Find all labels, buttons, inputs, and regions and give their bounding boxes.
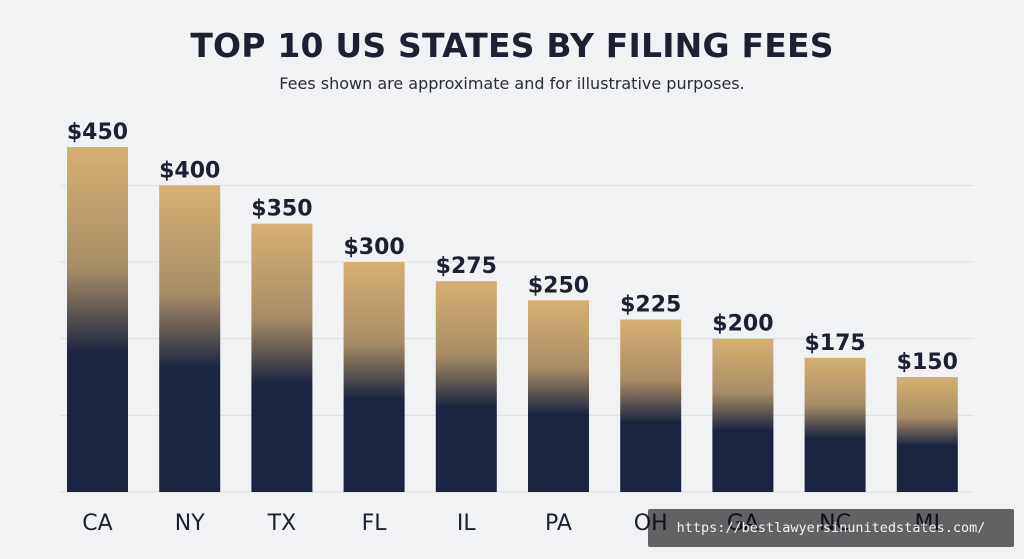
chart-subtitle: Fees shown are approximate and for illus… (279, 74, 745, 93)
bar-tx (251, 223, 313, 492)
watermark-url: https://bestlawyersinunitedstates.com/ (648, 509, 1014, 547)
bar-ca (67, 147, 128, 492)
bar-nc (804, 357, 866, 492)
bars (67, 147, 958, 493)
x-tick-tx: TX (267, 511, 297, 536)
bar-mi (896, 377, 958, 492)
data-label-il: $275 (436, 254, 497, 279)
bar-ny (159, 185, 221, 493)
data-label-oh: $225 (620, 293, 681, 318)
bar-fl (343, 262, 405, 492)
x-tick-ca: CA (82, 511, 112, 536)
data-label-ca: $450 (67, 120, 128, 145)
data-label-tx: $350 (251, 197, 312, 222)
data-label-ny: $400 (159, 158, 220, 183)
chart-title: TOP 10 US STATES BY FILING FEES (190, 26, 834, 65)
x-tick-il: IL (457, 511, 476, 536)
data-label-pa: $250 (528, 273, 589, 298)
data-label-mi: $150 (897, 350, 958, 375)
bar-il (435, 281, 497, 492)
bar-ga (712, 338, 774, 492)
bar-pa (528, 300, 589, 492)
x-tick-pa: PA (545, 511, 572, 536)
data-label-ga: $200 (712, 312, 773, 337)
data-labels: $450 $400 $350 $300 $275 $250 $225 $200 $175 $150 (67, 120, 958, 375)
x-tick-ny: NY (175, 511, 205, 536)
data-label-nc: $175 (804, 331, 865, 356)
data-label-fl: $300 (343, 235, 404, 260)
bar-oh (620, 319, 682, 492)
x-tick-fl: FL (362, 511, 388, 536)
